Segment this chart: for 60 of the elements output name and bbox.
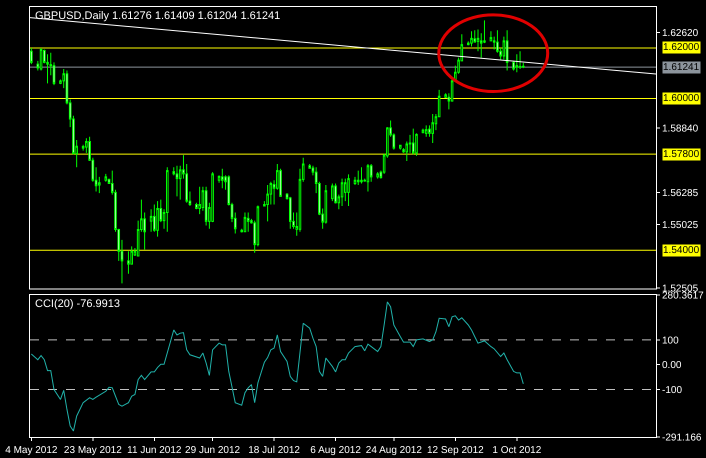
candlestick <box>153 204 156 232</box>
x-tick-label: 11 Jun 2012 <box>127 445 182 456</box>
candlestick <box>166 166 169 232</box>
candlestick <box>344 178 347 202</box>
chart-title: CCI(20) -76.9913 <box>35 298 120 310</box>
candlestick <box>360 166 363 184</box>
candlestick <box>324 184 328 224</box>
candlestick <box>221 168 224 189</box>
x-tick-label: 1 Oct 2012 <box>492 445 542 456</box>
candlestick <box>246 212 250 232</box>
candlestick <box>127 250 130 274</box>
candlestick <box>422 128 424 134</box>
candlestick <box>198 186 201 215</box>
ref-line-label: 1.62000 <box>663 42 700 53</box>
candlestick <box>470 30 473 47</box>
candlestick <box>46 54 49 84</box>
candlestick <box>518 50 522 70</box>
y-tick-label: -100 <box>662 385 682 396</box>
candlestick <box>204 186 208 226</box>
x-tick-label: 12 Sep 2012 <box>426 445 484 456</box>
x-tick-label: 4 May 2012 <box>5 445 58 456</box>
candlestick <box>356 170 360 186</box>
ref-line-label: 1.57800 <box>663 149 700 160</box>
candlestick <box>340 178 344 206</box>
candlestick <box>266 184 269 222</box>
x-tick-label: 6 Aug 2012 <box>310 445 362 456</box>
candlestick <box>415 132 418 156</box>
y-tick-label: 100 <box>662 335 680 346</box>
candlestick <box>244 212 246 232</box>
candlestick <box>424 124 428 138</box>
ref-line-label: 1.60000 <box>663 93 700 104</box>
y-tick-label: 1.55025 <box>662 220 699 231</box>
y-tick-label: 0.00 <box>662 360 682 372</box>
candlestick <box>176 165 178 197</box>
y-tick-label: 1.56285 <box>662 188 699 199</box>
y-tick-label: 1.62620 <box>662 28 699 39</box>
candlestick <box>288 196 292 230</box>
candlestick <box>331 182 334 202</box>
candlestick <box>156 200 159 238</box>
chart-title: GBPUSD,Daily 1.61276 1.61409 1.61204 1.61241 <box>35 10 280 22</box>
x-tick-label: 23 May 2012 <box>64 445 122 456</box>
candlestick <box>431 113 434 144</box>
x-tick-label: 24 Aug 2012 <box>366 445 422 456</box>
candlestick <box>376 172 379 180</box>
ref-line-label: 1.61241 <box>663 62 700 73</box>
candlestick <box>506 30 508 71</box>
candlestick <box>150 208 152 232</box>
line-series <box>30 301 524 432</box>
ref-line-label: 1.54000 <box>663 245 700 256</box>
candlestick <box>347 174 350 206</box>
candlestick <box>412 128 415 155</box>
candlestick <box>366 164 370 192</box>
x-tick-label: 29 Jun 2012 <box>185 445 241 456</box>
x-tick-label: 18 Jul 2012 <box>248 445 300 456</box>
candlestick <box>279 168 282 198</box>
y-tick-label: 1.58840 <box>662 123 699 134</box>
y-tick-label: -291.166 <box>662 432 702 444</box>
candlestick <box>104 173 108 182</box>
candlestick <box>399 144 402 150</box>
candlestick <box>40 47 42 71</box>
